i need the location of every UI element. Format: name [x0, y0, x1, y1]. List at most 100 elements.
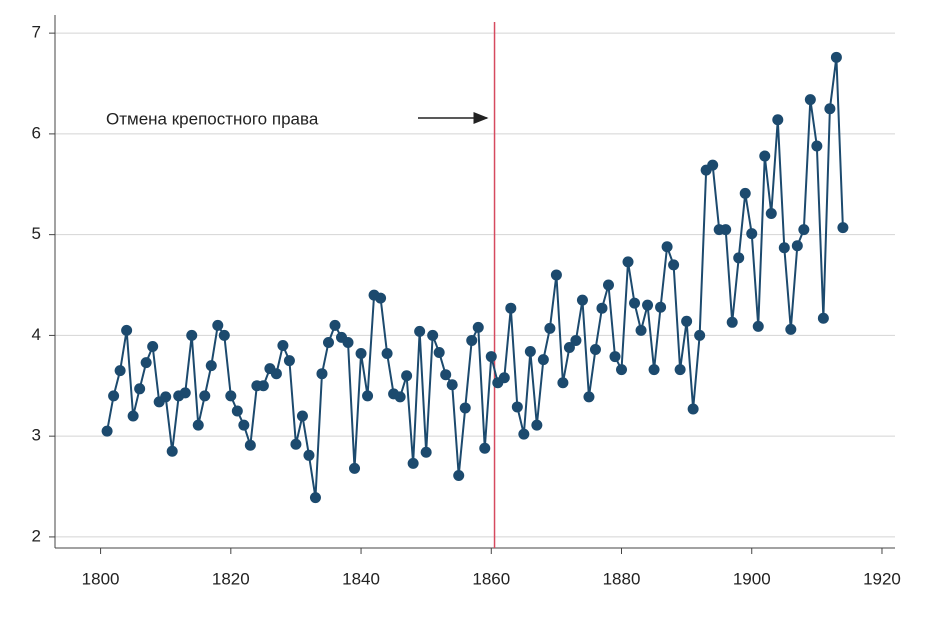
x-tick-label: 1800 [82, 569, 120, 588]
data-point [329, 319, 341, 331]
data-point [322, 336, 334, 348]
data-point [309, 492, 321, 504]
data-point [381, 348, 393, 360]
data-point [817, 312, 829, 324]
data-point [205, 360, 217, 372]
data-point [681, 315, 693, 327]
data-point [544, 322, 556, 334]
data-point [270, 368, 282, 380]
data-point [668, 259, 680, 271]
data-point [804, 94, 816, 106]
data-point [316, 368, 328, 380]
y-tick-label: 7 [32, 23, 41, 42]
data-point [225, 390, 237, 402]
x-tick-label: 1900 [733, 569, 771, 588]
data-point [505, 302, 517, 314]
data-point [199, 390, 211, 402]
data-point [811, 140, 823, 152]
data-point [479, 442, 491, 454]
data-point [277, 339, 289, 351]
data-point [531, 419, 543, 431]
data-point [570, 334, 582, 346]
x-tick-label: 1840 [342, 569, 380, 588]
data-point [765, 207, 777, 219]
data-point [739, 187, 751, 199]
data-point [427, 329, 439, 341]
data-point [674, 364, 686, 376]
data-point [648, 364, 660, 376]
data-point [134, 383, 146, 395]
x-tick-label: 1920 [863, 569, 901, 588]
data-point [238, 419, 250, 431]
data-point [349, 462, 361, 474]
data-point [557, 377, 569, 389]
data-point [752, 320, 764, 332]
x-tick-label: 1880 [603, 569, 641, 588]
data-point [720, 224, 732, 236]
data-point [798, 224, 810, 236]
data-point [485, 351, 497, 363]
data-point [642, 299, 654, 311]
y-tick-label: 3 [32, 426, 41, 445]
data-point [655, 301, 667, 313]
data-point [661, 241, 673, 253]
data-point [414, 325, 426, 337]
data-point [511, 401, 523, 413]
data-point [147, 340, 159, 352]
data-point [518, 428, 530, 440]
data-point [453, 469, 465, 481]
data-point [707, 159, 719, 171]
annotation: Отмена крепостного права [106, 109, 319, 128]
x-tick-label: 1860 [472, 569, 510, 588]
data-point [231, 405, 243, 417]
data-point [127, 410, 139, 422]
data-point [401, 370, 413, 382]
data-point [772, 114, 784, 126]
data-point [537, 354, 549, 366]
data-point [296, 410, 308, 422]
data-point [244, 439, 256, 451]
data-point [635, 324, 647, 336]
data-point [694, 329, 706, 341]
data-point [114, 365, 126, 377]
data-point [186, 329, 198, 341]
data-point [212, 319, 224, 331]
data-point [290, 438, 302, 450]
data-point [218, 329, 230, 341]
data-point [121, 324, 133, 336]
data-point [303, 449, 315, 461]
y-tick-label: 4 [32, 325, 41, 344]
data-point [140, 357, 152, 369]
data-point [778, 242, 790, 254]
data-point [583, 391, 595, 403]
data-point [440, 369, 452, 381]
data-point [108, 390, 120, 402]
data-point [837, 222, 849, 234]
data-point [342, 336, 354, 348]
y-tick-label: 6 [32, 123, 41, 142]
data-point [726, 316, 738, 328]
data-point [733, 252, 745, 264]
data-point [824, 103, 836, 115]
data-point [459, 402, 471, 414]
data-point [576, 294, 588, 306]
data-point [166, 445, 178, 457]
data-point [687, 403, 699, 415]
data-point [446, 379, 458, 391]
data-point [746, 228, 758, 240]
data-point [420, 446, 432, 458]
data-point [466, 334, 478, 346]
data-point [498, 372, 510, 384]
data-point [609, 351, 621, 363]
data-point [602, 279, 614, 291]
data-point [830, 51, 842, 63]
y-tick-label: 5 [32, 224, 41, 243]
data-point [192, 419, 204, 431]
data-point [589, 344, 601, 356]
data-point [616, 364, 628, 376]
data-point [179, 387, 191, 399]
x-tick-label: 1820 [212, 569, 250, 588]
data-point [433, 347, 445, 359]
data-point [759, 150, 771, 162]
